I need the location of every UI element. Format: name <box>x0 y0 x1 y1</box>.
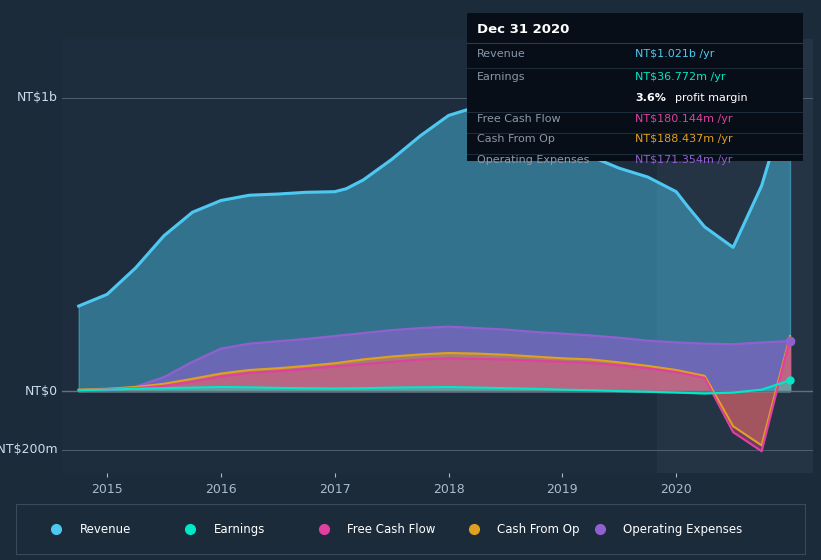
Text: NT$1b: NT$1b <box>17 91 57 104</box>
Text: NT$36.772m /yr: NT$36.772m /yr <box>635 72 726 82</box>
Text: Revenue: Revenue <box>80 522 131 536</box>
Text: NT$1.021b /yr: NT$1.021b /yr <box>635 49 714 59</box>
Text: Earnings: Earnings <box>213 522 265 536</box>
Text: Operating Expenses: Operating Expenses <box>623 522 742 536</box>
Text: Earnings: Earnings <box>477 72 525 82</box>
Text: NT$180.144m /yr: NT$180.144m /yr <box>635 114 732 124</box>
Text: Free Cash Flow: Free Cash Flow <box>347 522 436 536</box>
Text: Revenue: Revenue <box>477 49 525 59</box>
Text: Operating Expenses: Operating Expenses <box>477 155 589 165</box>
Text: NT$188.437m /yr: NT$188.437m /yr <box>635 134 732 144</box>
Text: NT$0: NT$0 <box>25 385 57 398</box>
Text: Dec 31 2020: Dec 31 2020 <box>477 24 570 36</box>
Text: profit margin: profit margin <box>676 93 748 103</box>
Text: Free Cash Flow: Free Cash Flow <box>477 114 561 124</box>
Text: NT$171.354m /yr: NT$171.354m /yr <box>635 155 732 165</box>
Bar <box>657 39 813 473</box>
Text: Cash From Op: Cash From Op <box>477 134 555 144</box>
Text: -NT$200m: -NT$200m <box>0 444 57 456</box>
Text: Cash From Op: Cash From Op <box>498 522 580 536</box>
Text: 3.6%: 3.6% <box>635 93 666 103</box>
